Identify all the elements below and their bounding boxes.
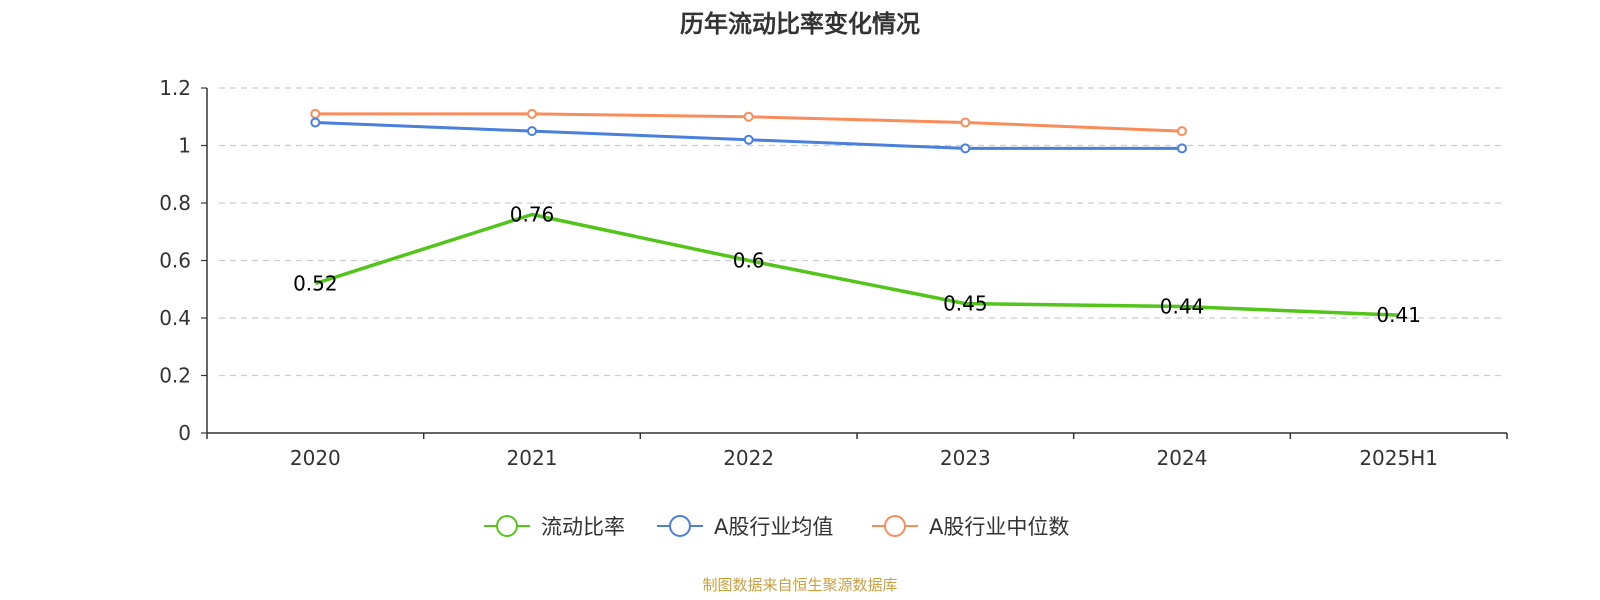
data-point — [960, 143, 971, 154]
chart-title: 历年流动比率变化情况 — [680, 10, 920, 38]
grid-lines — [219, 87, 1502, 377]
legend-label: A股行业中位数 — [929, 515, 1069, 539]
data-label: 0.45 — [943, 292, 988, 316]
x-tick-label: 2023 — [940, 446, 991, 470]
y-tick-label: 0.8 — [159, 191, 191, 215]
source-note: 制图数据来自恒生聚源数据库 — [702, 576, 897, 594]
data-point — [310, 117, 321, 128]
data-label: 0.76 — [510, 203, 555, 227]
legend-marker — [496, 515, 518, 537]
data-label: 0.52 — [293, 272, 338, 296]
axes: 0 0.2 0.4 0.6 0.8 1 1.2 2020 2021 2022 2023 2024 202… — [159, 76, 1508, 470]
y-tick-label: 0.6 — [159, 249, 191, 273]
x-tick-label: 2024 — [1157, 446, 1208, 470]
data-labels: 0.52 0.76 0.6 0.45 0.44 0.41 — [293, 203, 1421, 328]
y-tick-label: 1.2 — [159, 76, 191, 100]
data-point — [743, 134, 754, 145]
x-tick-label: 2020 — [290, 446, 341, 470]
x-tick-label: 2021 — [507, 446, 558, 470]
x-tick-label: 2025H1 — [1359, 446, 1438, 470]
series-lines — [310, 108, 1399, 317]
data-point — [310, 108, 321, 119]
data-label: 0.44 — [1160, 295, 1205, 319]
data-label: 0.41 — [1376, 303, 1421, 327]
data-point — [527, 108, 537, 119]
data-label: 0.6 — [733, 249, 765, 273]
y-tick-label: 0.2 — [159, 364, 191, 388]
data-point — [743, 111, 754, 122]
legend-label: 流动比率 — [541, 515, 625, 539]
legend: 流动比率 A股行业均值 A股行业中位数 — [484, 515, 1069, 539]
y-tick-label: 0.4 — [159, 306, 191, 330]
y-tick-label: 0 — [178, 421, 191, 445]
data-point — [960, 117, 971, 128]
legend-marker — [884, 515, 906, 537]
legend-marker — [669, 515, 691, 537]
legend-label: A股行业均值 — [714, 515, 833, 539]
data-point — [527, 126, 537, 137]
y-tick-label: 1 — [178, 134, 191, 158]
data-point — [1177, 126, 1187, 137]
x-tick-label: 2022 — [723, 446, 774, 470]
data-point — [1177, 143, 1187, 154]
series-line — [314, 212, 1399, 317]
